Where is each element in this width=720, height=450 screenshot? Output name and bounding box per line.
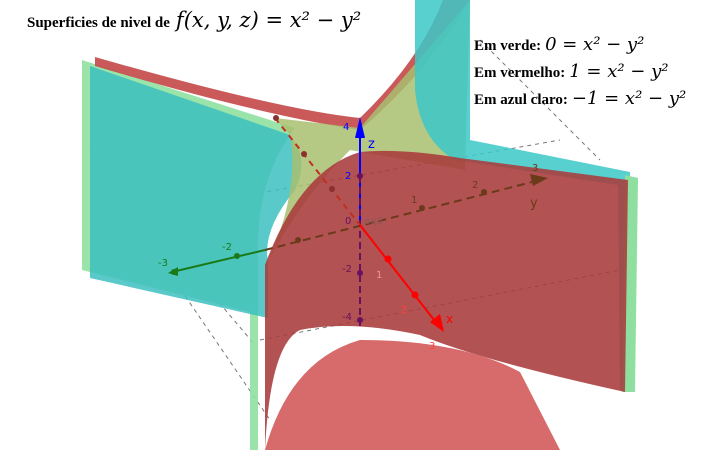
- y-tick: -3: [158, 258, 168, 269]
- y-tick: 2: [472, 180, 478, 191]
- title-text: Superficies de nivel de: [27, 15, 170, 31]
- y-axis-arrow: [530, 174, 548, 186]
- x-tick: 2: [401, 305, 407, 316]
- x-axis-arrow: [430, 314, 444, 332]
- y-axis-negative: [171, 249, 266, 273]
- x-tick: 3: [429, 341, 435, 352]
- legend-formula: 1 = x² − y²: [569, 61, 669, 82]
- red-surface-bottom: [265, 340, 560, 450]
- x-axis-negative: [274, 117, 361, 226]
- cyan-surface-left: [90, 66, 302, 318]
- legend-label: Em azul claro:: [474, 92, 568, 108]
- red-surface-front: [265, 150, 628, 450]
- cyan-surface-right: [415, 0, 632, 390]
- axis-points: [171, 115, 487, 323]
- z-axis-arrow: [355, 117, 365, 138]
- z-tick: -2: [342, 264, 352, 275]
- z-tick: 4: [343, 122, 349, 133]
- z-tick: 0: [345, 216, 351, 227]
- legend-cyan: Em azul claro: −1 = x² − y²: [474, 88, 686, 109]
- x-tick: 1: [376, 270, 382, 281]
- origin-label: eq3: [364, 216, 383, 227]
- y-tick: 3: [532, 163, 538, 174]
- x-axis-label: x: [446, 312, 453, 326]
- legend-formula: 0 = x² − y²: [545, 34, 645, 55]
- z-tick: -4: [342, 312, 352, 323]
- legend-label: Em verde:: [474, 38, 542, 54]
- x-axis: [359, 224, 439, 326]
- z-axis-label: z: [368, 137, 375, 152]
- page-title: Superficies de nivel de f(x, y, z) = x² −…: [27, 8, 361, 32]
- legend-formula: −1 = x² − y²: [571, 88, 687, 109]
- y-tick: -2: [222, 242, 232, 253]
- y-axis: [264, 179, 541, 251]
- legend-red: Em vermelho: 1 = x² − y²: [474, 61, 669, 82]
- y-tick: 1: [411, 195, 417, 206]
- title-formula: f(x, y, z) = x² − y²: [175, 8, 362, 32]
- legend-label: Em vermelho:: [474, 65, 566, 81]
- legend-green: Em verde: 0 = x² − y²: [474, 34, 644, 55]
- z-tick: 2: [345, 171, 351, 182]
- y-axis-label: y: [530, 196, 538, 211]
